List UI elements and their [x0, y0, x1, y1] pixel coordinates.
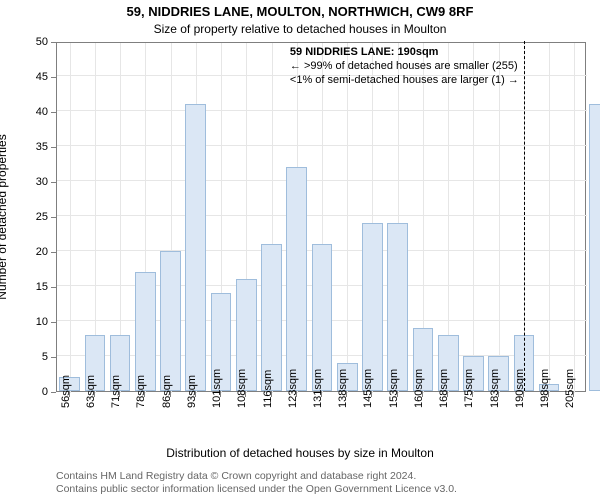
x-axis-label: Distribution of detached houses by size …	[0, 446, 600, 460]
ytick-mark	[51, 147, 56, 148]
footer-attribution: Contains HM Land Registry data © Crown c…	[56, 470, 457, 496]
chart-container: 59, NIDDRIES LANE, MOULTON, NORTHWICH, C…	[0, 0, 600, 500]
ytick-label: 0	[26, 386, 48, 398]
gridline-v	[70, 43, 71, 393]
histogram-bar	[362, 223, 383, 391]
ytick-label: 30	[26, 176, 48, 188]
ytick-mark	[51, 392, 56, 393]
ytick-label: 10	[26, 316, 48, 328]
ytick-label: 35	[26, 141, 48, 153]
chart-title: 59, NIDDRIES LANE, MOULTON, NORTHWICH, C…	[0, 4, 600, 19]
annotation-line-1: 59 NIDDRIES LANE: 190sqm	[290, 46, 519, 60]
ytick-mark	[51, 322, 56, 323]
ytick-mark	[51, 357, 56, 358]
histogram-bar	[589, 104, 600, 391]
ytick-mark	[51, 112, 56, 113]
gridline-v	[549, 43, 550, 393]
annotation-line-3: <1% of semi-detached houses are larger (…	[290, 74, 519, 88]
ytick-label: 50	[26, 36, 48, 48]
histogram-bar	[185, 104, 206, 391]
histogram-bar	[286, 167, 307, 391]
gridline-v	[574, 43, 575, 393]
annotation-line-2: ← >99% of detached houses are smaller (2…	[290, 60, 519, 74]
ytick-mark	[51, 252, 56, 253]
ytick-label: 40	[26, 106, 48, 118]
ytick-mark	[51, 182, 56, 183]
ytick-mark	[51, 287, 56, 288]
chart-subtitle: Size of property relative to detached ho…	[0, 22, 600, 36]
marker-annotation: 59 NIDDRIES LANE: 190sqm ← >99% of detac…	[290, 46, 519, 87]
plot-area	[56, 42, 586, 392]
marker-line	[524, 41, 525, 391]
histogram-bar	[387, 223, 408, 391]
histogram-bar	[261, 244, 282, 391]
ytick-label: 45	[26, 71, 48, 83]
ytick-label: 15	[26, 281, 48, 293]
ytick-mark	[51, 42, 56, 43]
gridline-v	[499, 43, 500, 393]
histogram-bar	[160, 251, 181, 391]
ytick-label: 20	[26, 246, 48, 258]
footer-line-1: Contains HM Land Registry data © Crown c…	[56, 470, 457, 483]
ytick-mark	[51, 217, 56, 218]
histogram-bar	[135, 272, 156, 391]
gridline-v	[347, 43, 348, 393]
ytick-label: 5	[26, 351, 48, 363]
ytick-label: 25	[26, 211, 48, 223]
ytick-mark	[51, 77, 56, 78]
footer-line-2: Contains public sector information licen…	[56, 483, 457, 496]
gridline-v	[473, 43, 474, 393]
